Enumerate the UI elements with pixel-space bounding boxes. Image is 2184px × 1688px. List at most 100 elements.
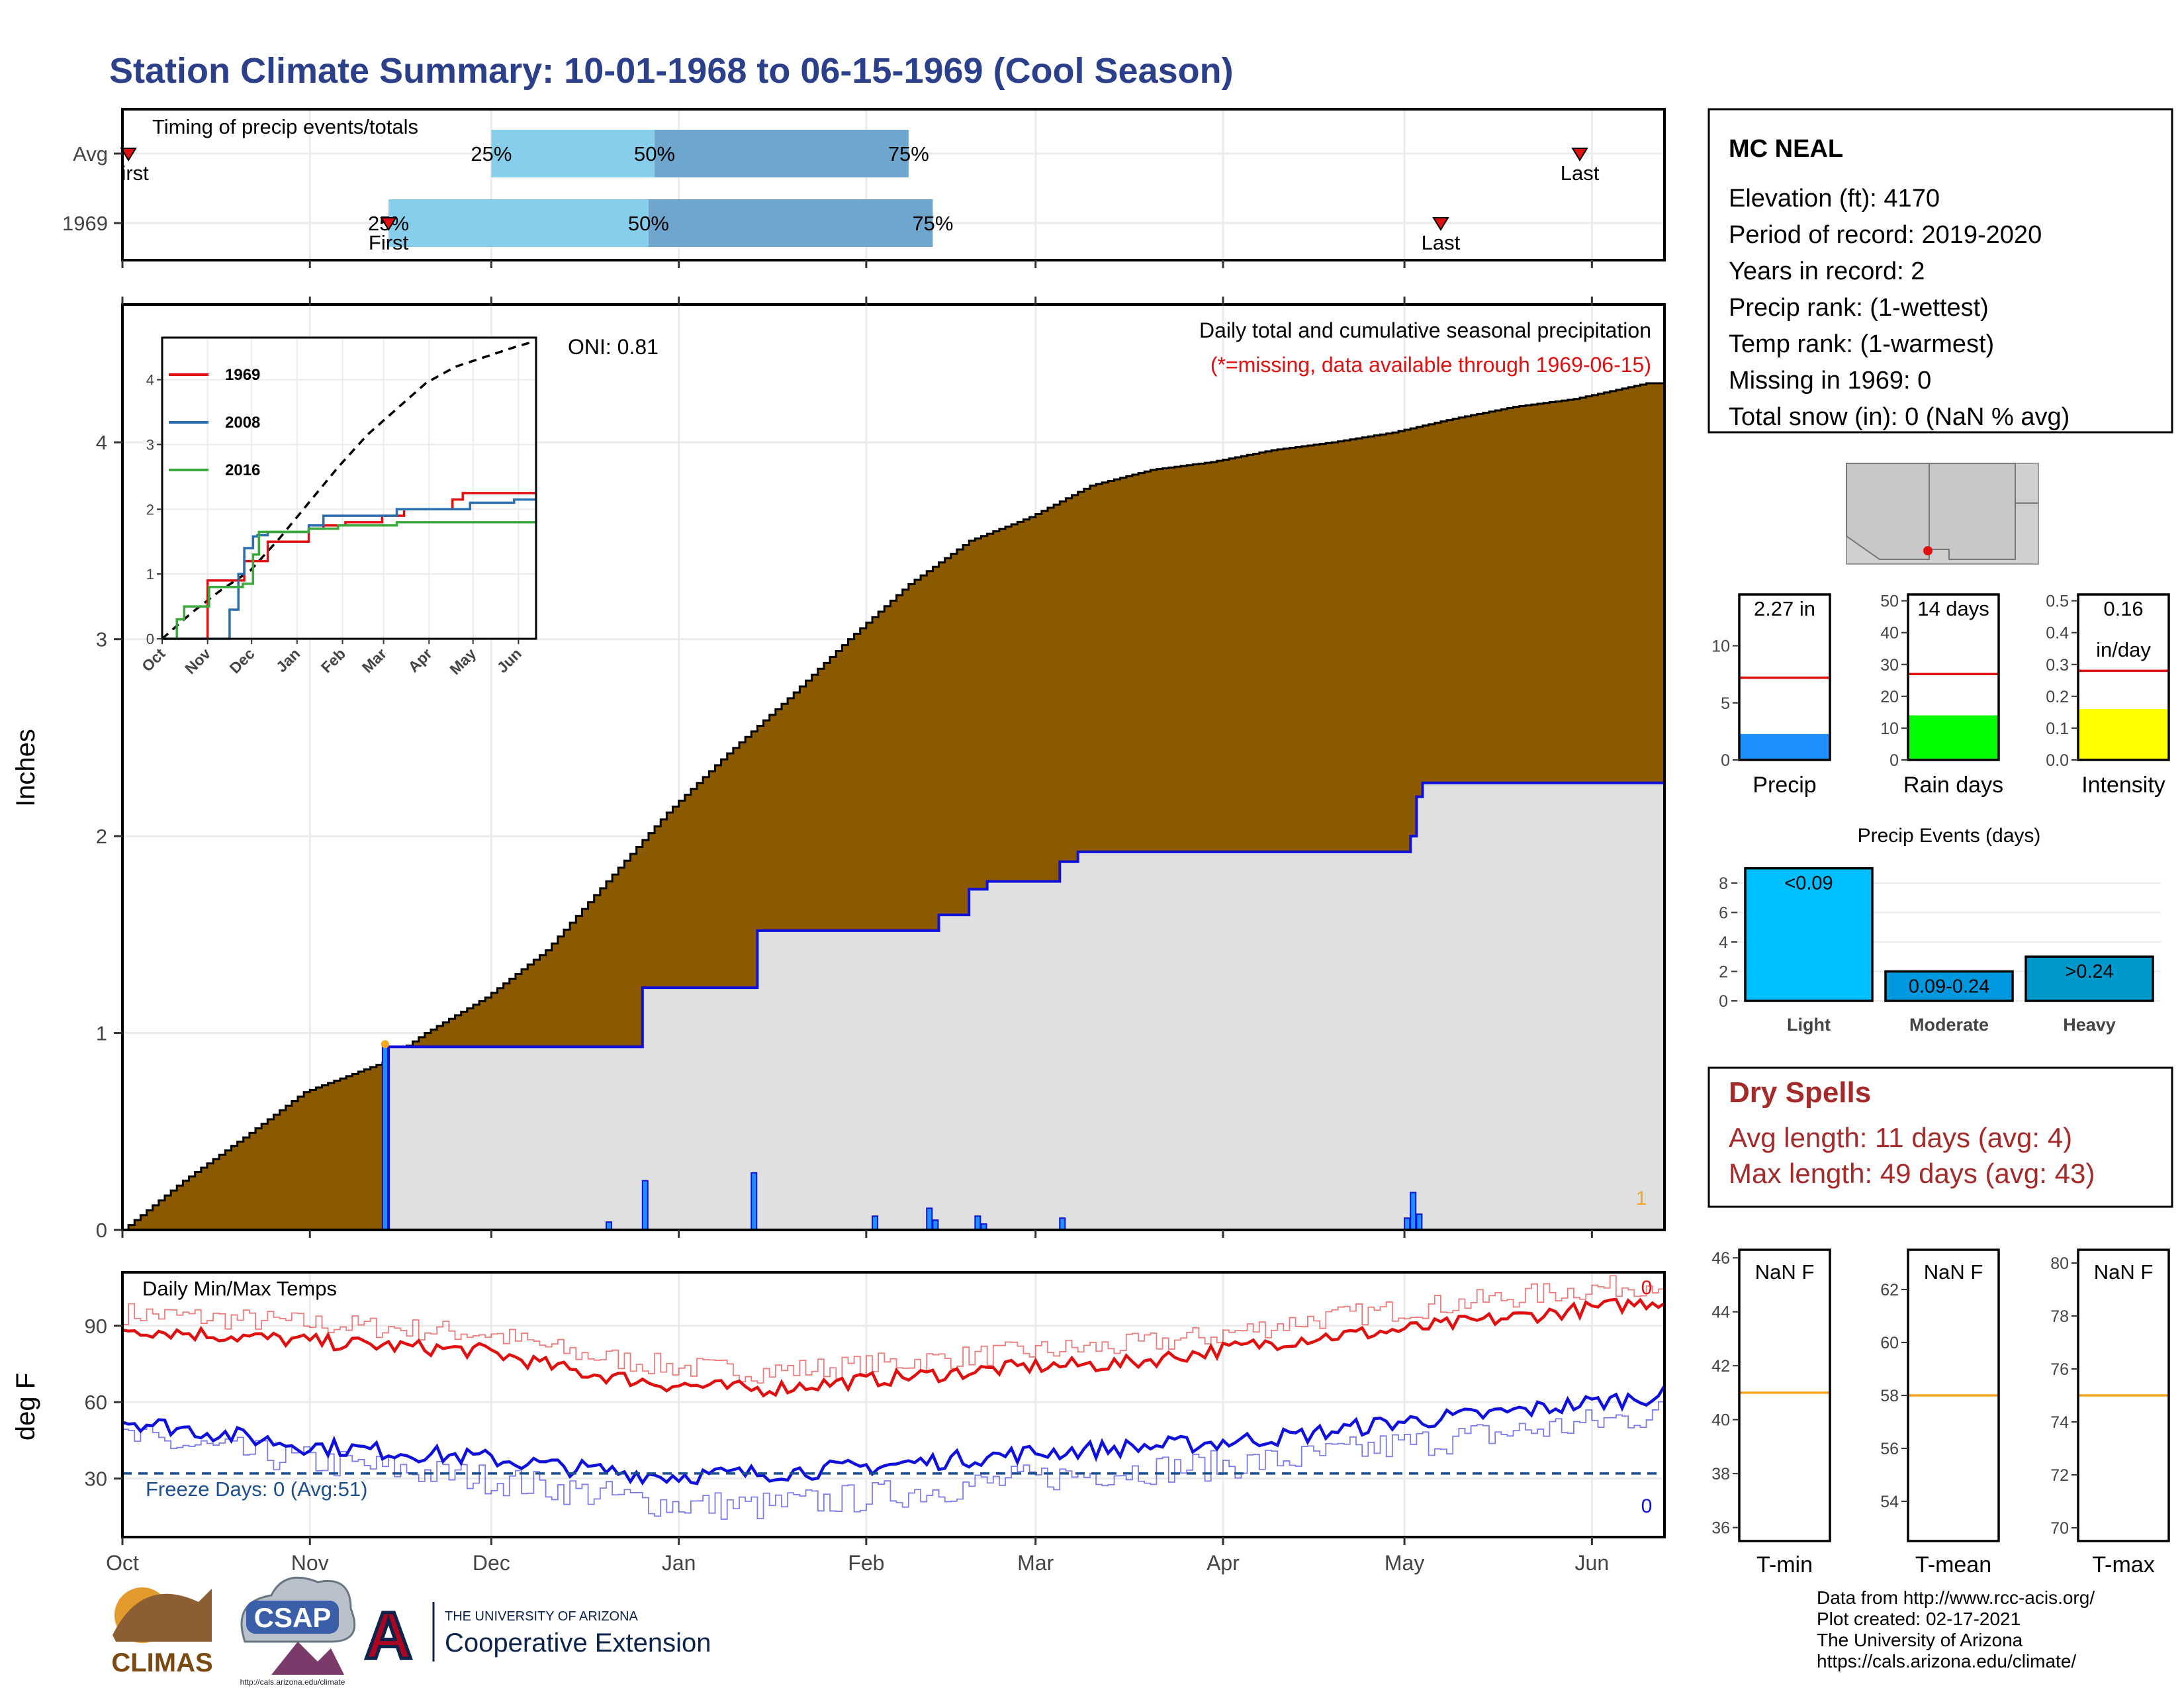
quartile-50-label: 50% [628, 212, 669, 235]
gauge-rain-days: 14 days 0 10 20 30 40 50 Rain days [1880, 592, 2003, 798]
first-event-marker [381, 1040, 389, 1049]
temp-gauge-frame [2077, 1248, 2170, 1542]
last-event-marker [1571, 148, 1588, 162]
climas-swoosh-icon [113, 1589, 212, 1642]
temp-gauge-t-max: NaN F 70 72 74 76 78 80 T-max [2050, 1248, 2170, 1577]
temp-gauge-tick-label: 46 [1711, 1249, 1730, 1268]
precip-panel: Daily total and cumulative seasonal prec… [11, 297, 1666, 1242]
month-label: Jun [1575, 1551, 1610, 1575]
precip-y-tick-label: 0 [96, 1219, 107, 1242]
gauge-value-bar [1908, 715, 1999, 760]
temp-ylabel: deg F [11, 1373, 40, 1440]
ua-small-text: THE UNIVERSITY OF ARIZONA [445, 1609, 639, 1624]
gauge-label: Intensity [2081, 773, 2165, 798]
quartile-bar-50-75 [655, 130, 909, 177]
temp-gauge-tick-label: 62 [1880, 1281, 1899, 1299]
csap-label-box [246, 1601, 339, 1634]
gauge-tick-label: 0 [1721, 751, 1730, 770]
gauge-tick-label: 10 [1880, 720, 1899, 738]
footer-line: https://cals.arizona.edu/climate/ [1817, 1651, 2076, 1671]
csap-logo: CSAP http://cals.arizona.edu/climate [240, 1576, 356, 1687]
inset-average-line [161, 340, 537, 640]
precip-events-chart: Precip Events (days) <0.09 Light 0.09-0.24… [1719, 825, 2161, 1035]
gauge-tick-label: 0.5 [2046, 592, 2069, 611]
event-category-label: Moderate [1909, 1015, 1989, 1035]
precip-panel-frame [121, 303, 1666, 1231]
precip-y-tick-label: 4 [96, 431, 107, 454]
oni-value: ONI: 0.81 [568, 335, 659, 359]
temp-gauge-label: T-mean [1915, 1552, 1991, 1577]
dry-avg: Avg length: 11 days (avg: 4) [1729, 1122, 2072, 1153]
temp-gauge-t-mean: NaN F 54 56 58 60 62 T-mean [1880, 1248, 2000, 1577]
daily-max-temp-line [122, 1297, 1666, 1398]
month-label: Oct [106, 1551, 139, 1575]
dry-frame [1707, 1066, 2173, 1208]
event-bar-label: <0.09 [1784, 873, 1833, 894]
temp-gauge-tick-label: 80 [2050, 1254, 2069, 1273]
location-map [1846, 463, 2039, 565]
max-count: 0 [1641, 1277, 1653, 1299]
inset-background [162, 338, 536, 639]
daily-precip-bar [1059, 1217, 1066, 1231]
record-max-temp-line [122, 1272, 1665, 1384]
ua-big-text: Cooperative Extension [445, 1628, 711, 1658]
station-info: MC NEAL Elevation (ft): 4170 Period of re… [1707, 108, 2173, 434]
inset-series-line-2016 [162, 520, 537, 640]
temp-gauge-value: NaN F [1924, 1260, 1983, 1284]
station-info-line: Years in record: 2 [1729, 258, 1925, 285]
precip-y-tick-label: 3 [96, 628, 107, 651]
temp-gauge-tick-label: 76 [2050, 1360, 2069, 1379]
event-category-label: Heavy [2063, 1015, 2116, 1035]
gauge-tick-label: 5 [1721, 694, 1730, 713]
month-label: Dec [473, 1551, 510, 1575]
temp-gauge-label: T-min [1756, 1552, 1813, 1577]
inset-y-tick-label: 4 [146, 372, 154, 389]
footer-line: The University of Arizona [1817, 1630, 2023, 1650]
gauge-value-label: 0.16 [2103, 597, 2143, 620]
quartile-50-label: 50% [634, 142, 675, 165]
temp-gauge-value: NaN F [2094, 1260, 2154, 1284]
first-event-label: irst [121, 162, 149, 185]
legend-label: 2016 [225, 461, 260, 479]
inset-y-tick-label: 0 [146, 631, 154, 647]
daily-precip-bar [872, 1215, 879, 1231]
footer-line: Plot created: 02-17-2021 [1817, 1609, 2021, 1629]
csap-url: http://cals.arizona.edu/climate [240, 1677, 345, 1687]
ua-letter: A [365, 1599, 412, 1673]
temp-panel-frame [121, 1271, 1666, 1538]
temp-gauge-tick-label: 44 [1711, 1303, 1730, 1322]
daily-precip-bar [974, 1215, 981, 1231]
station-info-line: Elevation (ft): 4170 [1729, 185, 1940, 212]
daily-precip-bar [926, 1207, 933, 1231]
legend-label: 2008 [225, 414, 260, 432]
gauge-value-label: 2.27 in [1754, 597, 1815, 620]
quartile-bar-25-50 [388, 199, 649, 247]
events-title: Precip Events (days) [1858, 825, 2041, 847]
daily-precip-bar [932, 1219, 939, 1231]
temp-gauge-tick-label: 70 [2050, 1519, 2069, 1538]
temp-y-tick-label: 90 [85, 1315, 107, 1338]
footer-line: Data from http://www.rcc-acis.org/ [1817, 1587, 2095, 1608]
precip-y-tick-label: 1 [96, 1022, 107, 1045]
temp-gauge-tick-label: 72 [2050, 1466, 2069, 1485]
min-count: 0 [1641, 1495, 1653, 1517]
daily-min-temp-line [122, 1385, 1666, 1486]
gauge-frame [2077, 593, 2170, 761]
gauge-tick-label: 20 [1880, 688, 1899, 706]
page-title: Station Climate Summary: 10-01-1968 to 0… [109, 51, 1234, 91]
inset-frame [161, 336, 537, 640]
inset-y-tick-label: 2 [146, 501, 154, 518]
temp-gauge-value: NaN F [1755, 1260, 1815, 1284]
last-event-label: Last [1422, 231, 1461, 254]
temp-gauge-tick-label: 58 [1880, 1387, 1899, 1405]
daily-precip-bar [751, 1172, 758, 1231]
gauge-value-unit: in/day [2096, 638, 2151, 661]
csap-mountain-icon [271, 1642, 344, 1675]
new-mexico-outline [1929, 463, 2016, 560]
arizona-outline [1846, 463, 1930, 560]
temp-gauge-tick-label: 60 [1880, 1334, 1899, 1352]
month-label: Nov [291, 1551, 329, 1575]
climas-logo: CLIMAS [111, 1587, 213, 1677]
